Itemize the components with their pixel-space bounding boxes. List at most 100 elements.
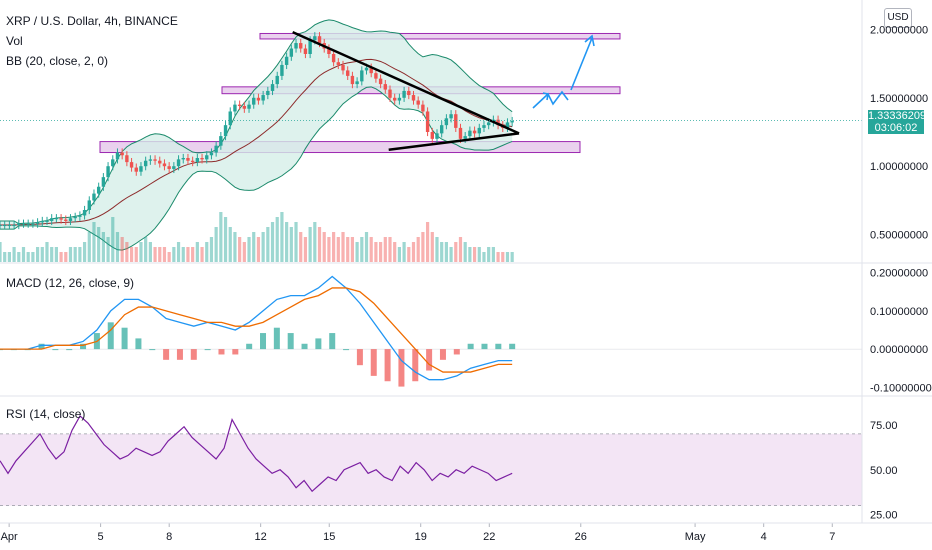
candle-body	[200, 158, 204, 160]
rsi-label[interactable]: RSI (14, close)	[6, 407, 86, 421]
candle-body	[416, 100, 420, 105]
candle-body	[219, 136, 223, 146]
candle-body	[247, 104, 251, 109]
volume-bar	[280, 212, 284, 262]
volume-bar	[21, 247, 26, 262]
bollinger-basis-line	[0, 58, 513, 226]
rsi-band	[0, 433, 862, 506]
candle-body	[392, 97, 397, 101]
candle-body	[336, 62, 341, 65]
volume-bar	[87, 232, 91, 262]
time-tick-label: Apr	[1, 531, 18, 543]
volume-bar	[444, 242, 448, 262]
macd-histogram-bar	[38, 343, 45, 350]
volume-bar	[64, 252, 68, 262]
volume-bar	[134, 247, 138, 262]
candle-body	[270, 84, 275, 91]
candle-body	[294, 43, 298, 49]
bollinger-bands-label[interactable]: BB (20, close, 2, 0)	[6, 54, 109, 68]
candle-body	[458, 127, 463, 139]
price-axes: 2.00000000 1.50000000 1.00000000 0.50000000…	[870, 24, 932, 521]
volume-bar	[205, 242, 209, 262]
volume-bar	[31, 252, 35, 262]
time-tick-label: 19	[415, 531, 427, 543]
candle-body	[477, 127, 481, 134]
volume-bar	[54, 247, 58, 262]
volume-bar	[12, 247, 16, 262]
macd-histogram-bar	[176, 349, 183, 360]
price-tick-label: 1.00000000	[870, 161, 928, 173]
macd-histogram-bar	[467, 343, 474, 350]
time-tick-label: 26	[575, 531, 587, 543]
price-tick-label: 2.00000000	[870, 24, 928, 36]
candle-body	[35, 222, 40, 224]
macd-histogram-bar	[260, 333, 267, 350]
volume-bar	[219, 212, 223, 262]
currency-button[interactable]: USD	[884, 8, 912, 28]
candle-body	[233, 104, 237, 112]
rsi-tick-label: 25.00	[870, 510, 898, 522]
projection-arrow-line	[570, 37, 593, 91]
volume-bar	[35, 247, 40, 262]
macd-histogram-bar	[495, 343, 502, 350]
candle-body	[256, 97, 261, 101]
macd-histogram-bar	[329, 333, 336, 350]
macd-histogram-bar	[80, 343, 87, 350]
candle-body	[115, 152, 120, 160]
volume-bar	[482, 252, 486, 262]
volume-bar	[416, 237, 420, 262]
volume-bar	[82, 242, 87, 262]
candle-body	[78, 215, 82, 217]
time-tick-label: 8	[166, 531, 172, 543]
volume-bar	[125, 242, 129, 262]
volume-bar	[327, 237, 331, 262]
volume-bar	[228, 227, 232, 262]
volume-bar	[355, 242, 359, 262]
candle-body	[64, 219, 68, 221]
volume-bar	[247, 237, 251, 262]
candle-body	[454, 114, 458, 128]
volume-bar	[454, 242, 458, 262]
macd-histogram-bar	[370, 349, 377, 376]
volume-bar	[341, 232, 345, 262]
rsi-pane	[0, 414, 862, 506]
volume-bar	[101, 232, 105, 262]
candle-body	[308, 40, 312, 54]
volume-bar	[397, 247, 401, 262]
candle-body	[463, 136, 467, 139]
volume-bar	[491, 247, 495, 262]
volume-bar	[139, 242, 143, 262]
chart-title: XRP / U.S. Dollar, 4h, BINANCE	[6, 14, 178, 28]
volume-bar	[97, 227, 101, 262]
candle-body	[435, 133, 439, 139]
volume-bar	[148, 242, 152, 262]
volume-bar	[472, 247, 477, 262]
volume-bar	[275, 217, 279, 262]
volume-bar	[477, 247, 481, 262]
volume-bar	[322, 232, 326, 262]
volume-bar	[167, 252, 171, 262]
volume-bar	[393, 242, 397, 262]
macd-histogram-bar	[204, 349, 211, 351]
volume-bar	[505, 252, 510, 262]
candle-body	[472, 130, 477, 134]
candle-body	[143, 160, 148, 167]
candle-body	[158, 160, 162, 164]
rsi-line	[0, 414, 513, 493]
macd-histogram-bar	[135, 338, 142, 350]
volume-bar	[440, 242, 444, 262]
volume-bar	[153, 247, 157, 262]
volume-bar	[407, 247, 411, 262]
candle-body	[237, 104, 242, 106]
volume-indicator-label[interactable]: Vol	[6, 34, 23, 48]
volume-bar	[106, 237, 110, 262]
macd-signal-line	[0, 287, 513, 373]
volume-bar	[261, 232, 265, 262]
volume-bar	[510, 252, 514, 262]
macd-histogram-bar	[426, 349, 433, 371]
volume-bar	[468, 247, 472, 262]
macd-label[interactable]: MACD (12, 26, close, 9)	[6, 276, 135, 290]
volume-bar	[430, 232, 434, 262]
candle-body	[313, 36, 317, 41]
